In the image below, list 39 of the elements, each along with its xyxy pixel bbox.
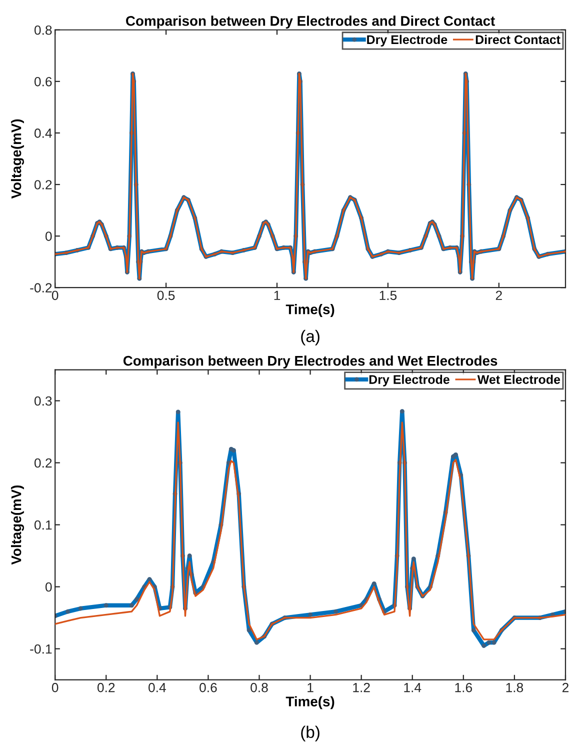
x-tick-label: 1.6: [455, 682, 472, 692]
x-tick-label: 1: [274, 290, 280, 300]
legend-label: Dry Electrode: [367, 34, 448, 47]
legend-label: Direct Contact: [476, 34, 560, 44]
y-tick-label: 0: [45, 232, 52, 241]
x-tick-label: 2: [562, 682, 568, 692]
chart-title: Comparison between Dry Electrodes and Wet Electrodes: [123, 356, 498, 368]
x-tick-label: 0.8: [250, 682, 268, 692]
legend-label: Wet Electrode: [477, 374, 560, 384]
x-tick-label: 0.4: [148, 682, 166, 692]
x-axis-title: Time(s): [286, 304, 334, 318]
x-tick-label: 0.2: [97, 682, 115, 692]
text: (a): [301, 330, 320, 346]
y-tick-label: 0.8: [34, 25, 52, 35]
legend-label: Dry Electrode: [369, 374, 450, 386]
y-axis-title: Voltage(mV): [11, 485, 24, 565]
text: (b): [301, 726, 320, 742]
x-axis-title: Time(s): [286, 696, 334, 710]
x-tick-label: 1.4: [404, 683, 422, 692]
chart-title: Comparison between Dry Electrodes and Direct Contact: [126, 16, 495, 29]
x-tick-label: 0.6: [200, 682, 217, 692]
x-tick-label: 0.5: [157, 290, 175, 300]
x-tick-label: 1: [308, 683, 314, 692]
y-tick-label: 0.6: [34, 76, 52, 86]
y-tick-label: -0.1: [30, 644, 52, 654]
x-tick-label: 1.8: [506, 682, 524, 692]
y-tick-label: 0: [45, 582, 52, 592]
y-tick-label: 0.4: [34, 128, 52, 138]
y-tick-label: 0.3: [34, 396, 52, 406]
y-tick-label: 0.1: [34, 520, 52, 530]
x-tick-label: 0: [52, 290, 58, 300]
y-tick-label: -0.2: [30, 283, 52, 293]
y-tick-label: 0.2: [34, 180, 52, 190]
x-tick-label: 1.5: [380, 290, 397, 300]
x-tick-label: 1.2: [353, 682, 370, 692]
y-axis-title: Voltage(mV): [11, 119, 24, 199]
x-tick-label: 0: [52, 682, 58, 692]
x-tick-label: 2: [496, 290, 502, 300]
y-tick-label: 0.2: [34, 458, 52, 468]
